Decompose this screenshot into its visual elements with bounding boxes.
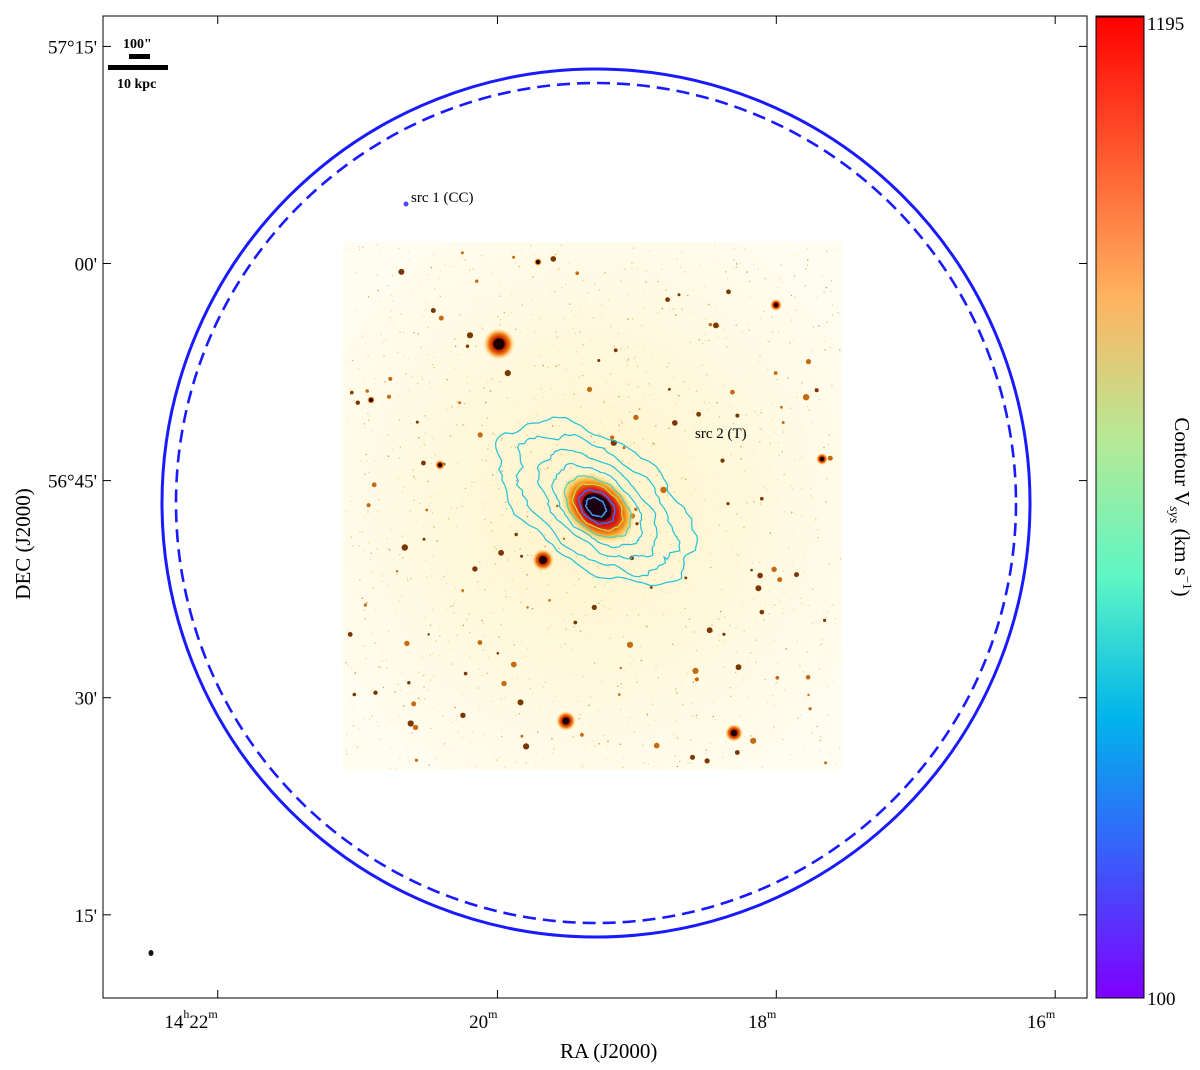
- src1-label: src 1 (CC): [411, 190, 474, 206]
- y-tick-label: 30': [75, 689, 97, 710]
- x-tick-label: 18m: [748, 1007, 777, 1033]
- colorbar-max-label: 1195: [1147, 14, 1184, 35]
- src1-marker: [403, 201, 409, 207]
- x-tick-label: 16m: [1027, 1007, 1056, 1033]
- y-tick-label: 56°45': [48, 472, 97, 493]
- y-axis: 57°15' 00' 56°45' 30' 15': [48, 37, 1087, 927]
- colorbar-min-label: 100: [1147, 989, 1176, 1010]
- x-axis: 14h22m 20m 18m 16m: [164, 16, 1056, 1033]
- y-axis-label: DEC (J2000): [11, 488, 35, 599]
- beam-marker: [148, 950, 154, 956]
- x-tick-label: 14h22m: [164, 1007, 218, 1033]
- y-tick-label: 15': [75, 906, 97, 927]
- x-axis-label: RA (J2000): [560, 1039, 657, 1063]
- scale-bar-top-label: 100": [123, 37, 152, 52]
- scale-bar-bottom-label: 10 kpc: [117, 77, 156, 92]
- colorbar: 1195 100 Contour Vsys (km s−1): [1095, 14, 1195, 1010]
- src2-label: src 2 (T): [695, 426, 747, 442]
- y-tick-label: 57°15': [48, 37, 97, 58]
- colorbar-label: Contour Vsys (km s−1): [1166, 417, 1195, 596]
- hi-contours: [494, 416, 698, 587]
- inner-circle-dashed: [174, 81, 1018, 925]
- x-tick-label: 20m: [469, 1007, 498, 1033]
- scale-bar: 100" 10 kpc: [108, 37, 168, 92]
- y-tick-label: 00': [75, 254, 97, 275]
- outer-circle-solid: [160, 67, 1032, 939]
